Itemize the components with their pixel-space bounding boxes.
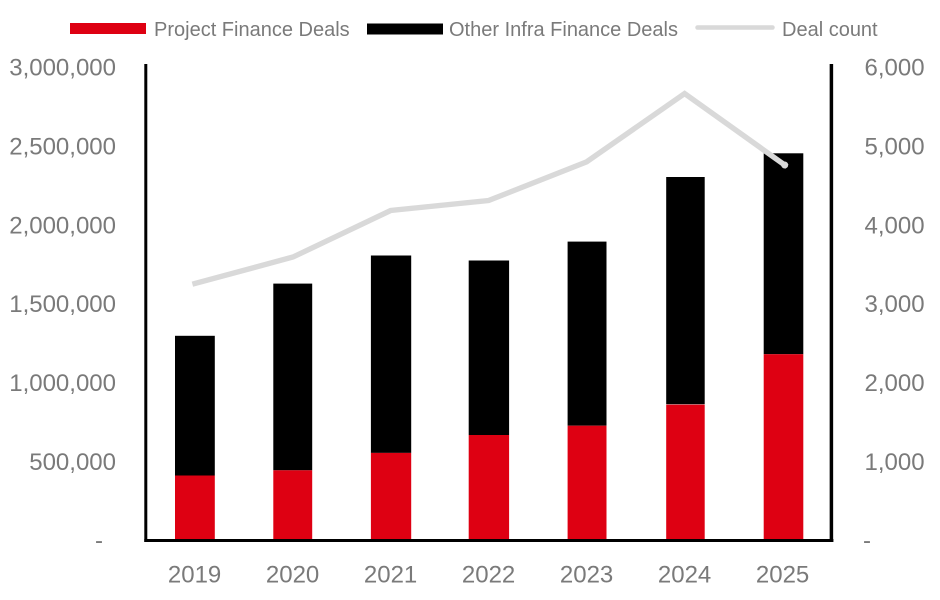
svg-text:2020: 2020 bbox=[266, 561, 319, 588]
svg-text:1,500,000: 1,500,000 bbox=[9, 291, 116, 318]
svg-text:2,500,000: 2,500,000 bbox=[9, 133, 116, 160]
svg-text:6,000: 6,000 bbox=[865, 55, 925, 82]
svg-text:-: - bbox=[863, 528, 871, 555]
svg-text:2025: 2025 bbox=[756, 561, 809, 588]
svg-text:2022: 2022 bbox=[462, 561, 515, 588]
svg-text:2023: 2023 bbox=[560, 561, 613, 588]
svg-text:5,000: 5,000 bbox=[865, 133, 925, 160]
svg-text:Other Infra Finance Deals: Other Infra Finance Deals bbox=[449, 19, 678, 41]
svg-text:2,000: 2,000 bbox=[865, 370, 925, 397]
svg-text:2024: 2024 bbox=[658, 561, 711, 588]
svg-text:2021: 2021 bbox=[364, 561, 417, 588]
svg-text:1,000,000: 1,000,000 bbox=[9, 370, 116, 397]
svg-text:1,000: 1,000 bbox=[865, 449, 925, 476]
svg-text:Project Finance Deals: Project Finance Deals bbox=[154, 19, 350, 41]
svg-text:2,000,000: 2,000,000 bbox=[9, 212, 116, 239]
svg-text:2019: 2019 bbox=[168, 561, 221, 588]
svg-text:4,000: 4,000 bbox=[865, 212, 925, 239]
svg-text:Deal count: Deal count bbox=[782, 19, 878, 41]
svg-text:3,000,000: 3,000,000 bbox=[9, 55, 116, 82]
svg-text:500,000: 500,000 bbox=[29, 449, 116, 476]
svg-text:3,000: 3,000 bbox=[865, 291, 925, 318]
svg-text:-: - bbox=[95, 528, 103, 555]
